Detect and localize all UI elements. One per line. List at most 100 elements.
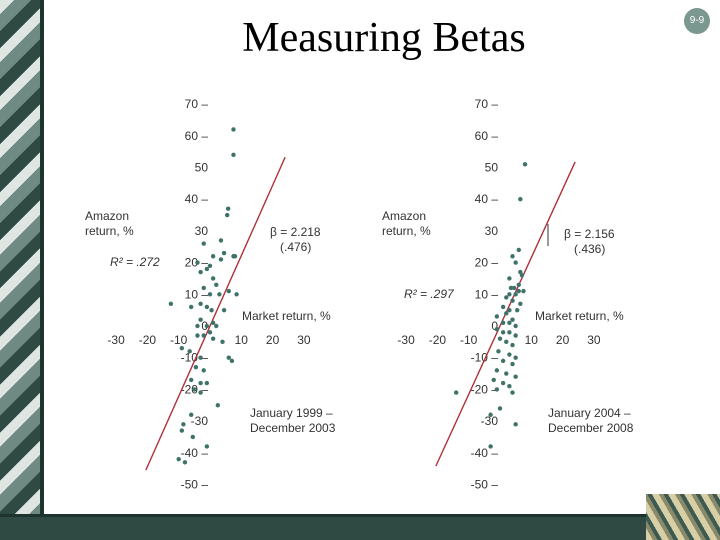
bottom-bar: [0, 514, 720, 540]
data-point: [195, 333, 200, 338]
data-point: [176, 456, 181, 462]
data-point: [507, 384, 512, 389]
y-tick-label: 40 –: [185, 192, 209, 206]
x-axis-label: Market return, %: [535, 309, 624, 323]
data-point: [226, 288, 231, 294]
y-axis-label: return, %: [85, 224, 134, 238]
data-point: [214, 282, 219, 287]
data-point: [500, 380, 506, 386]
y-tick-label: -40 –: [471, 446, 499, 460]
data-point: [497, 336, 503, 341]
data-point: [504, 295, 509, 300]
decorative-left-strip: [0, 0, 44, 540]
data-point: [207, 292, 213, 297]
data-point: [516, 288, 521, 294]
data-point: [232, 254, 238, 259]
x-tick-label: -30: [107, 333, 125, 347]
data-point: [201, 368, 206, 373]
data-point: [221, 250, 227, 256]
data-point: [209, 307, 214, 313]
y-axis-label: return, %: [382, 224, 431, 238]
data-point: [204, 304, 210, 310]
data-point: [515, 307, 520, 313]
data-point: [193, 365, 199, 370]
data-point: [195, 323, 200, 329]
data-point: [497, 406, 503, 411]
data-point: [189, 377, 194, 383]
data-point: [198, 380, 203, 386]
data-point: [510, 342, 515, 348]
data-point: [181, 422, 186, 427]
figure-area: [66, 90, 648, 504]
data-point: [179, 428, 185, 433]
data-point: [500, 320, 506, 326]
data-point: [510, 254, 515, 259]
x-tick-label: 20: [266, 333, 280, 347]
data-point: [179, 345, 185, 351]
data-point: [214, 323, 219, 329]
data-point: [511, 285, 517, 291]
period-label: December 2003: [250, 421, 336, 435]
data-point: [234, 292, 239, 297]
data-point: [513, 355, 518, 360]
corner-decoration: [646, 494, 720, 540]
y-tick-label: 60 –: [475, 129, 499, 143]
y-tick-label: -30: [481, 414, 499, 428]
data-point: [218, 257, 224, 262]
y-axis-label: Amazon: [382, 209, 426, 223]
data-point: [494, 326, 500, 332]
x-axis-label: Market return, %: [242, 309, 331, 323]
data-point: [204, 444, 210, 449]
data-point: [189, 304, 194, 310]
data-point: [513, 323, 518, 329]
beta-label: β = 2.156: [564, 227, 615, 241]
y-tick-label: 30: [195, 224, 209, 238]
data-point: [207, 330, 213, 335]
data-point: [507, 307, 512, 313]
data-point: [198, 301, 203, 307]
data-point: [513, 422, 518, 427]
beta-standard-error: (.476): [280, 240, 311, 254]
data-point: [231, 127, 236, 132]
data-point: [204, 266, 210, 272]
period-label: December 2008: [548, 421, 634, 435]
data-point: [500, 304, 506, 310]
data-point: [510, 298, 515, 303]
data-point: [210, 276, 216, 281]
y-tick-label: 50: [195, 161, 209, 175]
x-tick-label: 30: [297, 333, 311, 347]
data-point: [231, 152, 236, 158]
data-point: [229, 358, 235, 364]
data-point: [516, 282, 521, 287]
title-bar: Measuring Betas 9-9: [44, 0, 720, 82]
y-tick-label: -30: [191, 414, 209, 428]
y-tick-label: 70 –: [475, 97, 499, 111]
x-tick-label: -10: [170, 333, 188, 347]
y-tick-label: 40 –: [475, 192, 499, 206]
data-point: [220, 339, 225, 345]
x-tick-label: 30: [587, 333, 601, 347]
data-point: [504, 371, 509, 376]
data-point: [207, 263, 213, 268]
x-tick-label: 10: [235, 333, 249, 347]
data-point: [210, 254, 216, 259]
data-point: [518, 197, 523, 202]
y-tick-label: -20 –: [471, 382, 499, 396]
slide-number: 9-9: [684, 8, 710, 34]
data-point: [226, 355, 231, 360]
data-point: [507, 330, 512, 335]
data-point: [198, 317, 203, 322]
y-tick-label: 70 –: [185, 97, 209, 111]
data-point: [513, 374, 518, 379]
r-squared-label: R² = .297: [404, 287, 455, 301]
period-label: January 1999 –: [250, 406, 333, 420]
data-point: [507, 292, 512, 297]
data-point: [494, 368, 500, 373]
data-point: [225, 212, 230, 218]
chart-amazon-2004-2008: 70 – 60 – 50 40 – 30 20 – 10 – 0 -10 – -20 – -30 -4…: [382, 97, 634, 491]
r-squared-label: R² = .272: [110, 255, 160, 269]
data-point: [488, 412, 493, 417]
y-tick-label: 30: [485, 224, 499, 238]
data-point: [513, 260, 518, 265]
